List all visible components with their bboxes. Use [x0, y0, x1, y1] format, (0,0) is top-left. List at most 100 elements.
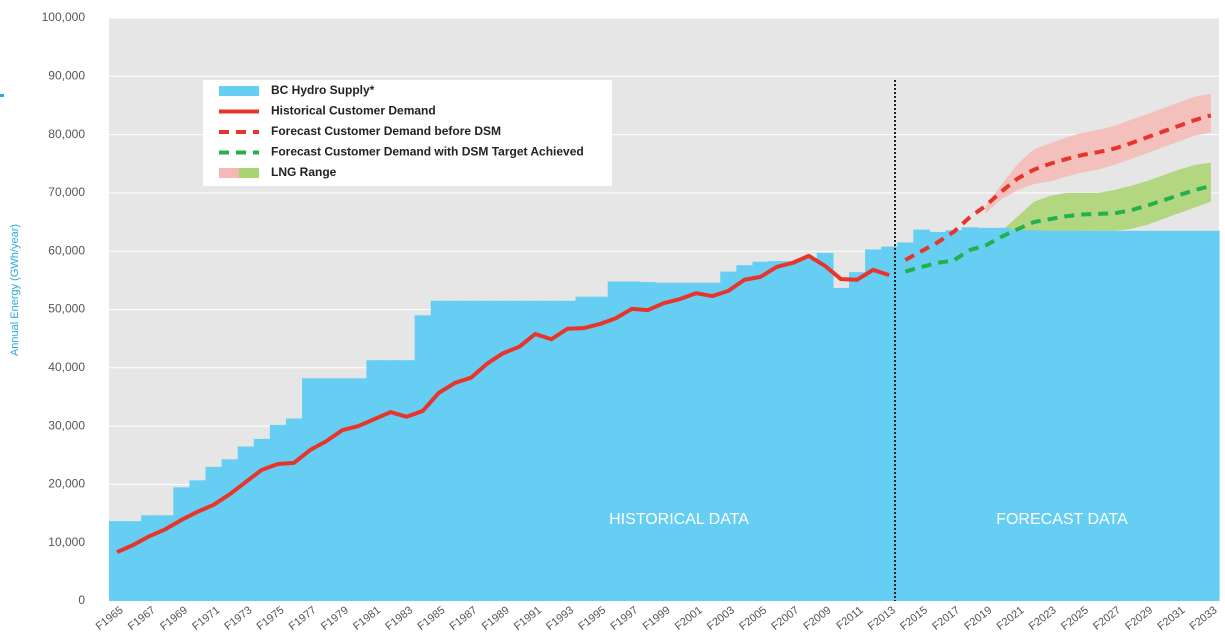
supply-step [511, 300, 528, 601]
y-tick-label: 40,000 [48, 360, 85, 374]
supply-step [639, 282, 657, 601]
supply-step [865, 249, 882, 602]
x-tick-label: F1967 [126, 604, 158, 633]
legend-label: BC Hydro Supply* [271, 83, 375, 97]
supply-step [623, 281, 641, 601]
x-tick-label: F2017 [930, 604, 962, 633]
x-tick-label: F2023 [1027, 604, 1059, 633]
supply-step [269, 424, 287, 601]
annotation: FORECAST DATA [996, 511, 1128, 528]
supply-step [1106, 230, 1124, 602]
supply-step [849, 272, 866, 601]
x-tick-label: F1987 [448, 604, 480, 633]
x-tick-label: F2007 [769, 604, 801, 633]
x-tick-label: F1979 [319, 604, 351, 633]
y-tick-label: 50,000 [48, 302, 85, 316]
supply-step [559, 300, 577, 601]
supply-step [929, 231, 947, 601]
supply-step [993, 227, 1011, 601]
legend-label: Historical Customer Demand [271, 104, 436, 118]
supply-step [237, 446, 255, 601]
supply-step [977, 227, 995, 601]
x-tick-label: F1973 [222, 604, 254, 633]
demand-line [116, 253, 890, 554]
supply-step [1170, 230, 1188, 602]
supply-step [221, 459, 239, 601]
x-tick-label: F2033 [1188, 604, 1220, 633]
supply-step [897, 242, 914, 601]
supply-step [945, 230, 963, 601]
x-tick-label: F1983 [383, 604, 415, 633]
x-tick-label: F2031 [1155, 604, 1187, 633]
supply-step [430, 300, 448, 601]
x-tick-label: F1985 [415, 604, 447, 633]
supply-step [816, 252, 834, 601]
y-tick-label: 90,000 [48, 68, 85, 82]
x-tick-label: F1997 [608, 604, 640, 633]
demand-line [904, 113, 1212, 262]
supply-step [752, 261, 770, 601]
x-tick-label: F1969 [158, 604, 190, 633]
supply-step [285, 418, 303, 601]
y-tick-label: 20,000 [48, 477, 85, 491]
supply-step [1138, 230, 1156, 602]
x-tick-label: F1989 [480, 604, 512, 633]
supply-step [800, 258, 818, 601]
y-axis-label: Annual Energy (GWh/year) [9, 224, 21, 356]
legend-swatch [219, 168, 259, 178]
legend-swatch [219, 86, 259, 96]
x-tick-label: F2025 [1059, 604, 1091, 633]
x-tick-label: F2003 [705, 604, 737, 633]
supply-step [1025, 230, 1043, 601]
supply-step [720, 271, 737, 601]
y-tick-label: 30,000 [48, 418, 85, 432]
supply-step [607, 281, 625, 601]
supply-step [205, 466, 223, 601]
x-tick-label: F1991 [512, 604, 544, 633]
supply-step [462, 300, 480, 601]
supply-step [446, 300, 464, 601]
supply-step [736, 265, 754, 601]
supply-step [832, 287, 850, 601]
supply-step [1122, 230, 1140, 602]
x-tick-label: F2001 [673, 604, 705, 633]
y-tick-label: 70,000 [48, 185, 85, 199]
x-tick-label: F1995 [576, 604, 608, 633]
y-tick-label: 0 [78, 593, 85, 607]
y-tick-label: 80,000 [48, 127, 85, 141]
supply-step [1202, 230, 1220, 602]
supply-step [253, 438, 271, 601]
x-tick-label: F1975 [255, 604, 287, 633]
supply-step [382, 360, 400, 601]
x-tick-label: F1981 [351, 604, 383, 633]
supply-step [527, 300, 544, 601]
x-tick-label: F2011 [834, 604, 865, 632]
lng-band [985, 162, 1211, 246]
x-tick-label: F1965 [94, 604, 126, 633]
x-tick-label: F1971 [190, 604, 222, 633]
supply-step [591, 296, 609, 601]
supply-step [1042, 230, 1059, 602]
legend-box [203, 80, 612, 186]
supply-step [655, 282, 673, 601]
x-tick-label: F1977 [287, 604, 319, 633]
annotation: HISTORICAL DATA [609, 511, 749, 528]
x-tick-label: F2005 [737, 604, 769, 633]
y-tick-label: 100,000 [42, 10, 86, 24]
supply-step [1074, 230, 1091, 602]
x-tick-label: F1999 [641, 604, 673, 633]
supply-step [1154, 230, 1172, 602]
supply-step [961, 227, 979, 601]
x-tick-label: F2019 [962, 604, 994, 633]
legend-label: Forecast Customer Demand with DSM Target… [271, 145, 584, 159]
y-tick-label: 10,000 [48, 535, 85, 549]
supply-step [672, 282, 689, 601]
supply-step [414, 315, 432, 601]
supply-step [125, 521, 142, 601]
supply-step [141, 515, 158, 601]
supply-step [302, 378, 319, 601]
x-tick-label: F2015 [898, 604, 930, 633]
legend: BC Hydro Supply* Historical Customer Dema… [203, 80, 612, 186]
x-tick-label: F2021 [995, 604, 1027, 633]
